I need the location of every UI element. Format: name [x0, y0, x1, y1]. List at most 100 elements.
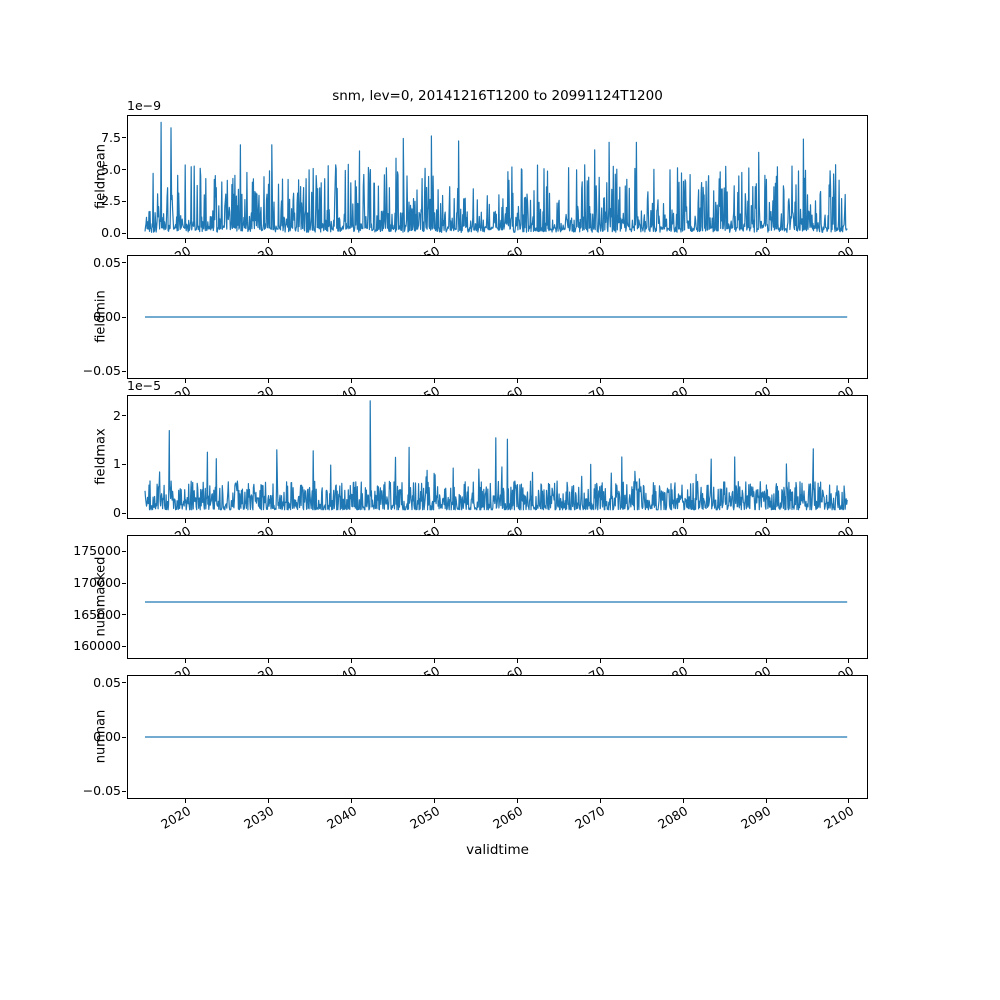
x-tick-mark: [599, 799, 601, 803]
subplot-fieldmax: fieldmax1e−50122020203020402050206020702…: [0, 378, 1000, 552]
y-tick-label: 5.0: [101, 161, 121, 177]
chart-title: snm, lev=0, 20141216T1200 to 20991124T12…: [332, 88, 663, 104]
plot-line-fieldmean: [144, 121, 848, 234]
x-tick-mark: [848, 519, 850, 523]
x-tick-mark: [516, 799, 518, 803]
x-tick-mark: [765, 799, 767, 803]
x-tick-mark: [185, 519, 187, 523]
y-tick-mark: [122, 415, 126, 416]
y-tick-mark: [122, 550, 126, 552]
y-tick-label: 170000: [73, 575, 121, 591]
y-tick-label: 175000: [73, 543, 121, 559]
x-tick-mark: [848, 379, 850, 383]
x-tick-label: 2090: [738, 803, 774, 832]
axis-offset-label: 1e−5: [127, 378, 162, 393]
x-tick-mark: [682, 519, 684, 523]
y-tick-label: 0.05: [93, 674, 121, 690]
subplot-fieldmin: fieldmin−0.050.000.052020203020402050206…: [0, 254, 1000, 412]
y-tick-label: −0.05: [82, 363, 121, 379]
x-tick-mark: [268, 799, 270, 803]
y-tick-mark: [122, 582, 126, 584]
x-tick-label: 2070: [572, 803, 608, 832]
plot-frame: [127, 675, 868, 799]
x-tick-mark: [599, 519, 601, 523]
x-tick-label: 2100: [821, 803, 857, 832]
y-tick-label: 0.0: [101, 225, 121, 241]
y-tick-mark: [122, 262, 126, 264]
x-tick-mark: [185, 379, 187, 383]
y-tick-mark: [122, 200, 126, 202]
y-tick-label: 2: [113, 407, 121, 423]
plot-canvas: [145, 316, 848, 318]
x-tick-label: 2020: [158, 803, 194, 832]
x-tick-mark: [268, 239, 270, 243]
y-tick-mark: [122, 512, 126, 514]
x-tick-mark: [765, 379, 767, 383]
x-tick-mark: [351, 659, 353, 663]
x-tick-mark: [765, 239, 767, 243]
x-tick-mark: [682, 659, 684, 663]
y-tick-mark: [122, 790, 126, 792]
y-tick-mark: [122, 137, 126, 139]
x-tick-mark: [434, 659, 435, 663]
subplot-fieldmean: fieldmean1e−90.02.55.07.5202020302040205…: [0, 98, 1000, 272]
x-tick-mark: [185, 799, 187, 803]
x-tick-mark: [185, 239, 187, 243]
y-tick-label: −0.05: [82, 783, 121, 799]
x-tick-mark: [599, 239, 601, 243]
x-tick-mark: [434, 519, 435, 523]
y-tick-label: 2.5: [101, 193, 121, 209]
x-tick-mark: [516, 239, 518, 243]
x-tick-mark: [848, 799, 850, 803]
x-tick-mark: [351, 239, 353, 243]
x-tick-mark: [848, 659, 850, 663]
subplot-numnan: numnan −0.05 0.00 0.05 2020 2030 2040 2050 2060 2…: [0, 674, 1000, 832]
plot-frame: [127, 395, 868, 519]
x-tick-mark: [434, 239, 435, 243]
y-tick-label: 1: [113, 456, 121, 472]
x-tick-mark: [185, 659, 187, 663]
x-tick-mark: [765, 519, 767, 523]
x-tick-mark: [599, 379, 601, 383]
x-tick-mark: [351, 379, 353, 383]
y-tick-label: 0.00: [93, 729, 121, 744]
y-tick-label: 0.00: [93, 309, 121, 324]
x-tick-mark: [599, 659, 601, 663]
x-tick-mark: [351, 799, 353, 803]
y-tick-mark: [122, 736, 126, 738]
y-tick-label: 0: [113, 505, 121, 521]
y-tick-label: 0.05: [93, 254, 121, 270]
y-tick-label: 7.5: [101, 129, 121, 145]
x-tick-mark: [268, 659, 270, 663]
x-axis-label: validtime: [466, 842, 529, 858]
x-tick-label: 2080: [655, 803, 691, 832]
plot-canvas: [145, 736, 848, 738]
y-tick-mark: [122, 370, 126, 372]
x-tick-mark: [516, 659, 518, 663]
plot-line-fieldmax: [144, 400, 848, 511]
y-tick-mark: [122, 316, 126, 318]
x-tick-mark: [516, 519, 518, 523]
y-tick-label: 165000: [73, 606, 121, 622]
x-tick-mark: [765, 659, 767, 663]
y-tick-mark: [122, 463, 126, 465]
plot-canvas: [144, 121, 848, 234]
axis-offset-label: 1e−9: [127, 98, 162, 113]
x-tick-label: 2030: [241, 803, 277, 832]
y-tick-label: 160000: [73, 638, 121, 654]
x-tick-label: 2050: [406, 803, 443, 832]
x-tick-mark: [682, 379, 684, 383]
x-tick-mark: [268, 519, 270, 523]
subplot-nummasked: nummasked1600001650001700001750002020203…: [0, 535, 1000, 692]
plot-frame: [127, 535, 868, 659]
x-tick-label: 2040: [324, 803, 360, 832]
y-tick-mark: [122, 682, 126, 684]
plot-canvas: [145, 601, 848, 603]
y-tick-mark: [122, 645, 126, 647]
x-tick-mark: [682, 799, 684, 803]
plot-canvas: [144, 400, 848, 511]
x-tick-mark: [434, 379, 435, 383]
x-tick-mark: [848, 239, 850, 243]
plot-frame: [127, 115, 868, 239]
